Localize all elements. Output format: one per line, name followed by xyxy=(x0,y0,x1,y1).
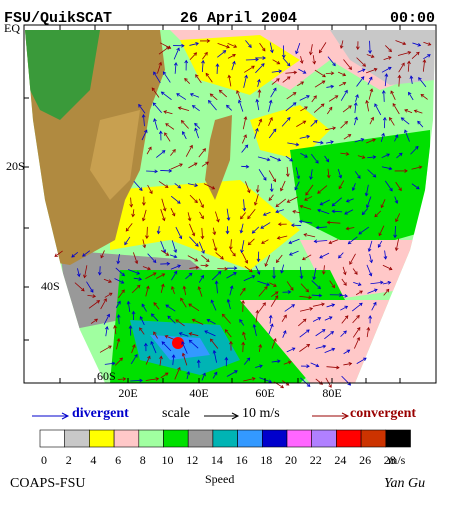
colorbar-label: 26 xyxy=(359,453,371,467)
legend-scale: scale xyxy=(162,406,190,421)
colorbar-swatch xyxy=(164,430,189,447)
wind-arrow xyxy=(395,226,396,237)
colorbar-label: 22 xyxy=(310,453,322,467)
colorbar-swatch xyxy=(213,430,238,447)
colorbar-label: 4 xyxy=(90,453,96,467)
lat-label: EQ xyxy=(4,21,20,35)
lat-label: 40S xyxy=(41,279,60,293)
footer-center: Speed xyxy=(205,472,234,486)
colorbar-label: 24 xyxy=(334,453,346,467)
wind-arrow xyxy=(146,171,157,172)
colorbar-swatch xyxy=(262,430,287,447)
lon-label: 40E xyxy=(189,386,208,400)
colorbar-label: 18 xyxy=(260,453,272,467)
footer-left: COAPS-FSU xyxy=(10,476,85,491)
colorbar-label: 8 xyxy=(140,453,146,467)
lat-label: 60S xyxy=(97,369,116,383)
wind-arrow xyxy=(147,227,148,238)
header-right: 00:00 xyxy=(390,10,435,27)
map-field xyxy=(24,25,436,383)
footer-right: Yan Gu xyxy=(384,476,425,491)
lat-label: 20S xyxy=(6,159,25,173)
colorbar-swatch xyxy=(312,430,337,447)
colorbar-swatch xyxy=(336,430,361,447)
colorbar-label: 10 xyxy=(162,453,174,467)
wind-arrow xyxy=(384,91,385,102)
legend-scale-value: 10 m/s xyxy=(242,406,280,421)
lon-label: 80E xyxy=(322,386,341,400)
lon-label: 20E xyxy=(118,386,137,400)
colorbar-unit: m/s xyxy=(388,453,406,467)
colorbar-label: 0 xyxy=(41,453,47,467)
colorbar-swatch xyxy=(188,430,213,447)
lon-label: 60E xyxy=(255,386,274,400)
header-left: FSU/QuikSCAT xyxy=(4,10,112,27)
colorbar-swatch xyxy=(386,430,411,447)
colorbar-swatch xyxy=(114,430,139,447)
colorbar-label: 2 xyxy=(66,453,72,467)
colorbar-label: 12 xyxy=(186,453,198,467)
colorbar-swatch xyxy=(65,430,90,447)
colorbar-swatch xyxy=(361,430,386,447)
colorbar-swatch xyxy=(40,430,65,447)
colorbar-label: 16 xyxy=(236,453,248,467)
colorbar-swatch xyxy=(139,430,164,447)
colorbar-label: 14 xyxy=(211,453,223,467)
wind-arrow xyxy=(370,41,371,53)
colorbar-label: 20 xyxy=(285,453,297,467)
colorbar-label: 6 xyxy=(115,453,121,467)
colorbar-swatch xyxy=(89,430,114,447)
colorbar-swatch xyxy=(287,430,312,447)
colorbar-swatch xyxy=(238,430,263,447)
wind-arrow xyxy=(243,342,244,352)
legend-convergent: convergent xyxy=(350,406,416,421)
legend-divergent: divergent xyxy=(72,406,129,421)
header-center: 26 April 2004 xyxy=(180,10,297,27)
